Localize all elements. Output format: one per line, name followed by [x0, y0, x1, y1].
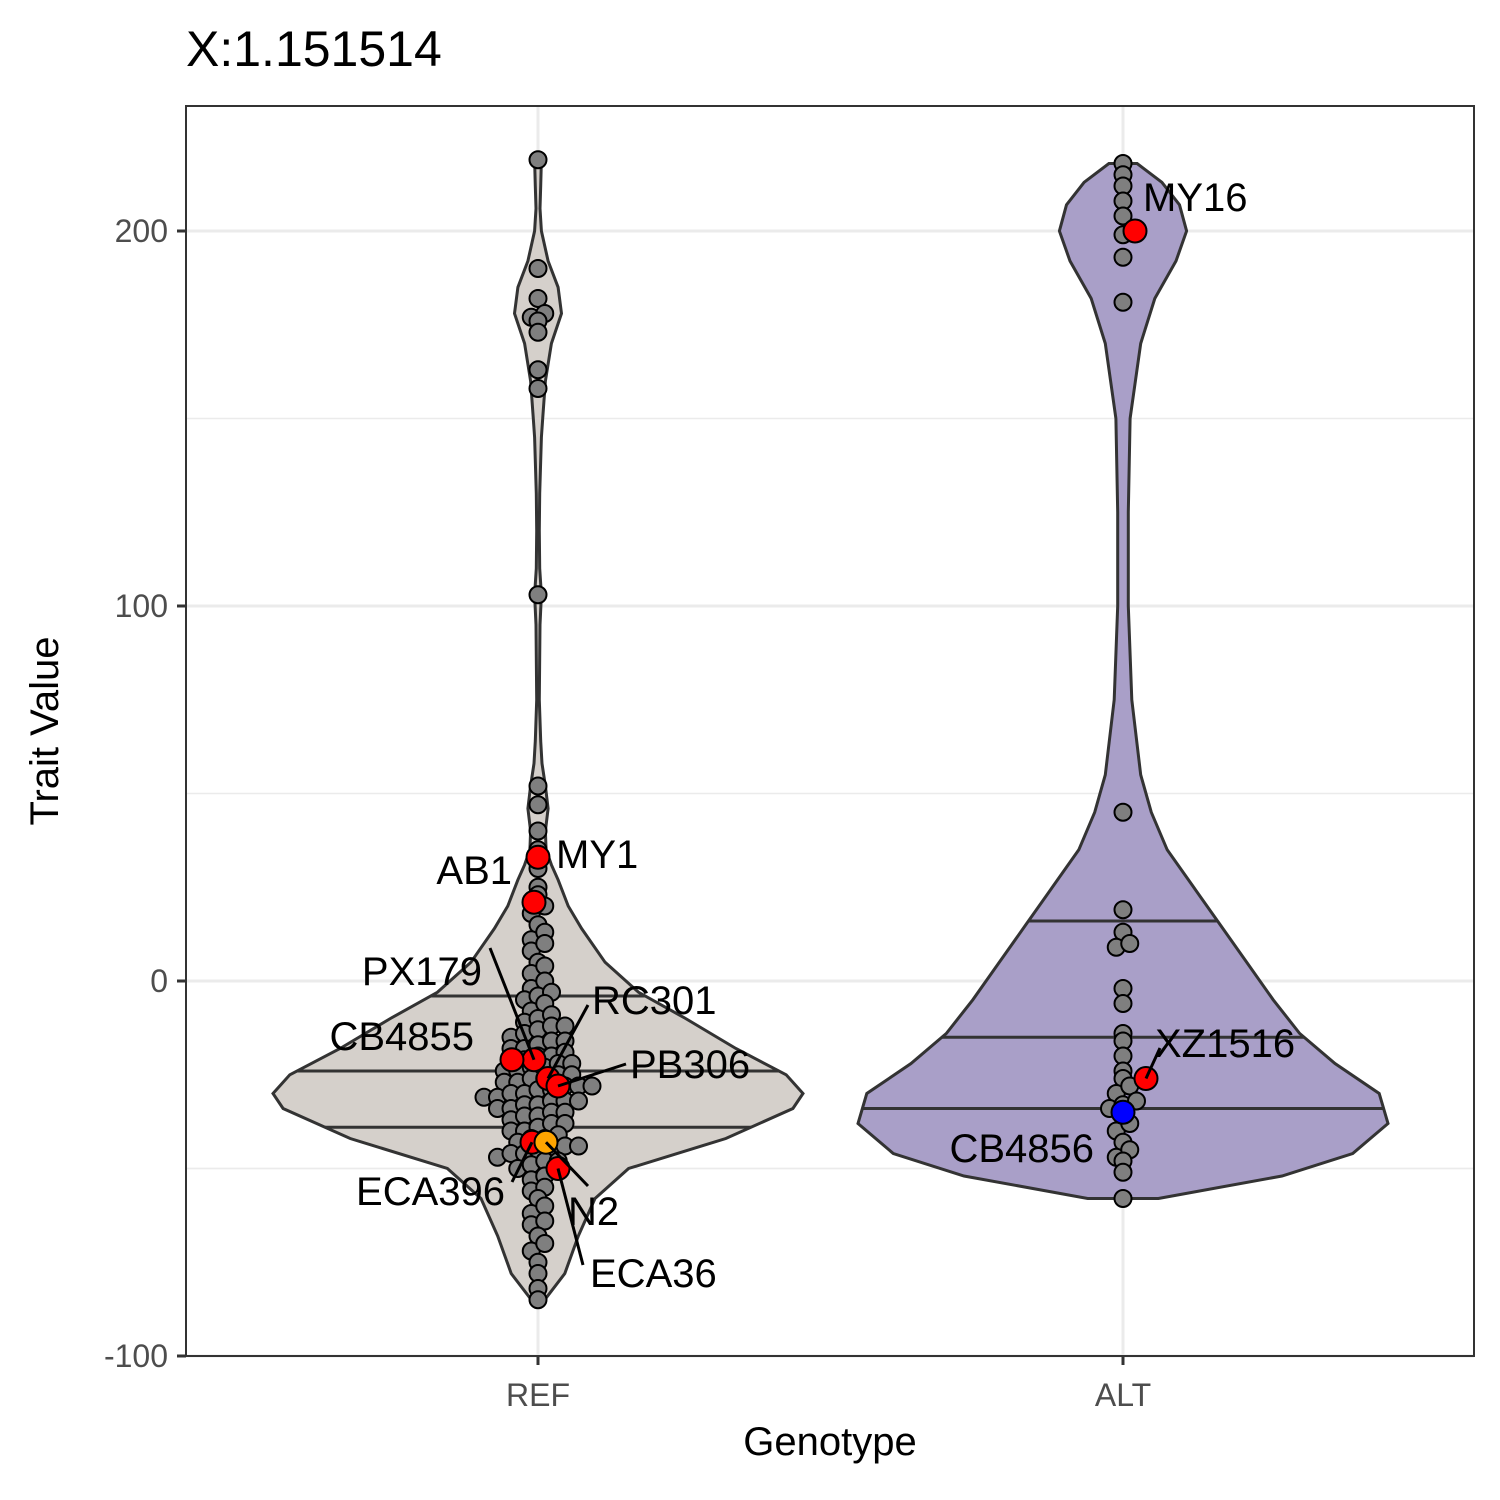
data-point	[528, 1290, 548, 1310]
point-label: CB4856	[949, 1127, 1094, 1171]
data-point	[528, 821, 548, 841]
point-label: PB306	[630, 1043, 750, 1087]
y-tick-label: 100	[115, 588, 168, 624]
data-point	[1113, 994, 1133, 1013]
point-label: N2	[568, 1190, 619, 1234]
highlighted-point	[1110, 1099, 1136, 1125]
chart-title: X:1.151514	[186, 21, 442, 77]
highlighted-point	[499, 1047, 525, 1073]
violin-alt	[856, 162, 1390, 1200]
point-label: PX179	[362, 950, 482, 994]
data-point	[1113, 1189, 1133, 1208]
data-point	[528, 585, 548, 605]
x-axis-title: Genotype	[743, 1420, 916, 1464]
data-point	[1120, 934, 1140, 953]
point-label: XZ1516	[1155, 1022, 1295, 1066]
label-leader-line	[510, 1141, 534, 1183]
y-axis-title: Trait Value	[23, 637, 67, 826]
x-tick-label: ALT	[1095, 1377, 1151, 1413]
highlighted-point	[521, 889, 547, 915]
highlighted-point	[525, 844, 551, 870]
y-tick-label: -100	[104, 1338, 168, 1374]
highlighted-point	[1122, 218, 1148, 244]
label-leader-line	[556, 1168, 585, 1266]
data-point	[528, 360, 548, 380]
point-label: MY16	[1143, 176, 1248, 220]
label-leader-line	[488, 947, 536, 1061]
data-point	[528, 322, 548, 342]
data-point	[569, 1136, 588, 1156]
y-tick-label: 0	[150, 963, 168, 999]
points	[474, 150, 1159, 1310]
data-point	[1113, 292, 1133, 312]
data-point	[528, 379, 548, 398]
label-leader-line	[1144, 1047, 1162, 1080]
panel-border	[185, 105, 1475, 1357]
data-point	[528, 150, 548, 170]
data-point	[1113, 247, 1133, 267]
point-label: ECA396	[356, 1170, 505, 1214]
data-point	[1113, 802, 1133, 822]
point-label: ECA36	[590, 1252, 717, 1296]
data-point	[1113, 1162, 1133, 1182]
point-labels: MY1 AB1 PX179 CB4855 RC301 PB306 ECA396 N2 ECA36…	[329, 176, 1295, 1296]
point-label: CB4855	[329, 1015, 474, 1059]
label-leader-line	[557, 1062, 627, 1088]
data-point	[535, 934, 555, 953]
data-point	[528, 259, 548, 278]
data-point	[569, 1091, 588, 1111]
label-leader-line	[546, 1004, 590, 1080]
x-tick-label: REF	[506, 1377, 570, 1413]
y-tick-label: 200	[115, 213, 168, 249]
data-point	[1113, 206, 1133, 226]
data-point	[1113, 900, 1133, 920]
data-point	[528, 776, 548, 796]
label-leader-line	[544, 1141, 590, 1188]
data-point	[535, 1234, 555, 1253]
data-point	[582, 1076, 602, 1096]
point-label: AB1	[436, 849, 512, 893]
point-label: MY1	[556, 833, 638, 877]
axes: -100 0 100 200 REF ALT	[104, 213, 1151, 1413]
data-point	[528, 795, 548, 815]
point-label: RC301	[592, 979, 717, 1023]
